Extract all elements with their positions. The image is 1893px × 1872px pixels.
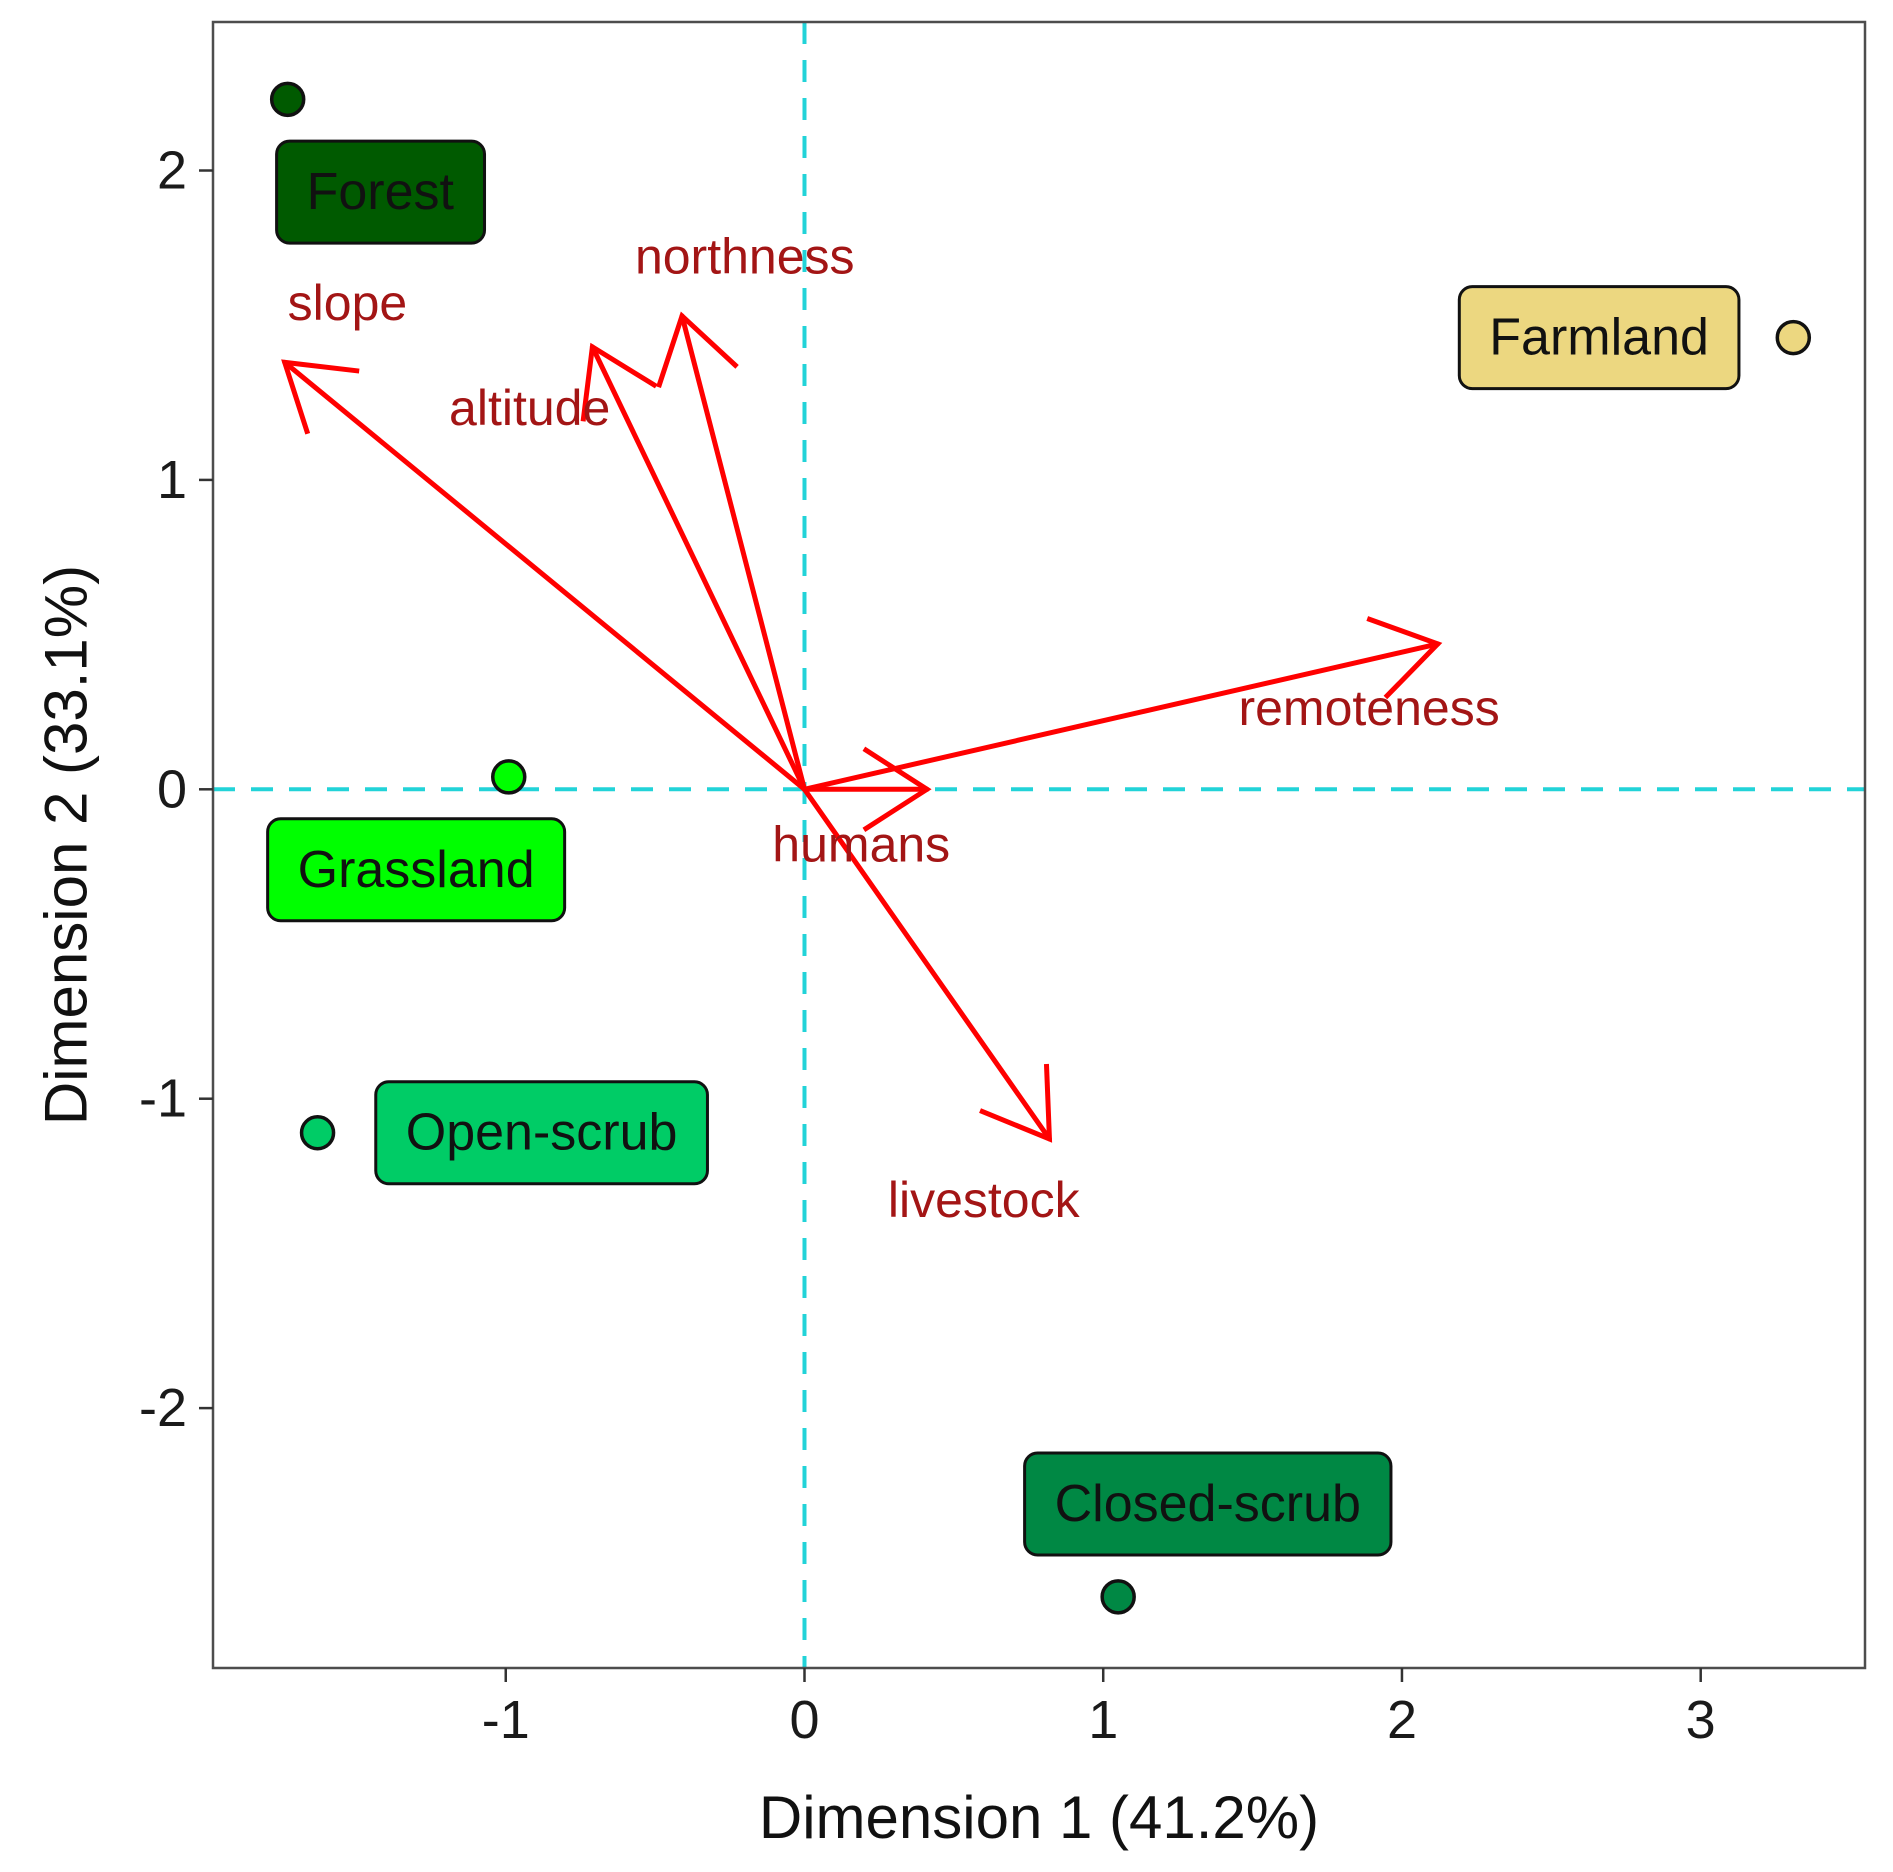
group-points (269, 81, 1812, 1615)
group-label-text-grassland: Grassland (298, 841, 535, 899)
x-axis: -1 0 1 2 3 (482, 1668, 1716, 1750)
vector-label-livestock: livestock (888, 1172, 1081, 1228)
x-tick-label: 2 (1387, 1690, 1417, 1750)
vector-label-humans: humans (772, 816, 950, 872)
group-label-text-farmland: Farmland (1489, 309, 1709, 367)
vector-head-slope (281, 359, 360, 435)
vector-arrows (281, 311, 1443, 1143)
vector-labels: slope altitude northness remoteness humans li… (288, 228, 1500, 1228)
x-tick-label: 1 (1088, 1690, 1118, 1750)
point-closed-scrub (1100, 1579, 1136, 1615)
group-label-grassland: Grassland (266, 817, 567, 923)
group-label-box-forest (275, 139, 487, 245)
reference-lines (213, 22, 1865, 1668)
vector-label-slope: slope (288, 275, 408, 331)
vector-shaft-northness (679, 313, 807, 792)
group-label-box-closed-scrub (1023, 1451, 1393, 1557)
vector-shaft-livestock (801, 786, 1052, 1142)
vector-label-altitude: altitude (449, 380, 610, 436)
group-label-open-scrub: Open-scrub (374, 1080, 709, 1186)
point-forest (269, 81, 306, 118)
group-label-farmland: Farmland (1457, 285, 1741, 391)
y-axis: -2 -1 0 1 2 (139, 141, 213, 1438)
x-tick-label: 0 (789, 1690, 819, 1750)
y-tick-label: 0 (157, 759, 187, 819)
vector-shaft-remoteness (801, 641, 1441, 792)
y-axis-title: Dimension 2 (33.1%) (33, 565, 100, 1125)
vector-arrow-livestock (801, 786, 1053, 1143)
group-label-box-open-scrub (374, 1080, 709, 1186)
x-tick-label: -1 (482, 1690, 530, 1750)
group-labels: Forest Farmland Grassland Open-scrub Closed-… (266, 139, 1741, 1557)
vector-label-remoteness: remoteness (1238, 680, 1499, 736)
vector-arrow-slope (281, 359, 807, 792)
group-label-text-forest: Forest (307, 163, 455, 221)
y-tick-label: -1 (139, 1069, 187, 1129)
x-tick-label: 3 (1686, 1690, 1716, 1750)
group-label-text-closed-scrub: Closed-scrub (1055, 1475, 1361, 1533)
vector-shaft-slope (282, 359, 807, 792)
plot-panel-border (211, 20, 1867, 1670)
y-tick-label: 2 (157, 141, 187, 201)
vector-label-northness: northness (635, 228, 855, 284)
point-farmland (1775, 319, 1812, 356)
group-label-text-open-scrub: Open-scrub (406, 1104, 678, 1162)
y-tick-label: 1 (157, 450, 187, 510)
group-label-box-farmland (1457, 285, 1741, 391)
vector-arrow-humans (801, 746, 932, 832)
point-open-scrub (299, 1114, 336, 1151)
vector-head-northness (656, 311, 739, 388)
y-tick-label: -2 (139, 1378, 187, 1438)
group-label-box-grassland (266, 817, 567, 923)
x-axis-title: Dimension 1 (41.2%) (759, 1784, 1319, 1851)
vector-head-humans (862, 746, 932, 832)
group-label-closed-scrub: Closed-scrub (1023, 1451, 1393, 1557)
point-grassland (490, 759, 527, 795)
vector-shaft-altitude (589, 344, 807, 792)
vector-head-remoteness (1366, 616, 1443, 700)
group-label-forest: Forest (275, 139, 487, 245)
vector-arrow-remoteness (801, 616, 1443, 792)
vector-arrow-northness (656, 311, 807, 792)
vector-arrow-altitude (580, 342, 807, 792)
vector-head-livestock (979, 1063, 1053, 1143)
vector-head-altitude (580, 342, 658, 422)
